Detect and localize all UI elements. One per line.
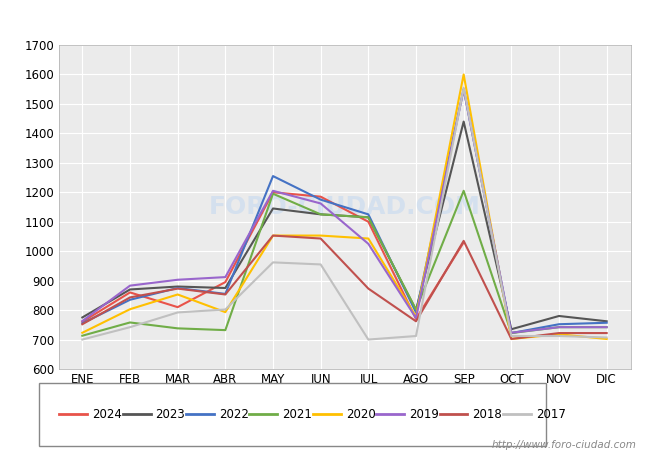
Text: Afiliados en Roa a 30/9/2024: Afiliados en Roa a 30/9/2024 [196,9,454,27]
Text: 2023: 2023 [155,408,185,420]
Text: FORO-CIUDAD.COM: FORO-CIUDAD.COM [209,195,480,219]
Text: 2022: 2022 [219,408,249,420]
Text: 2021: 2021 [282,408,312,420]
FancyBboxPatch shape [39,382,546,446]
Text: http://www.foro-ciudad.com: http://www.foro-ciudad.com [492,440,637,450]
Text: 2018: 2018 [473,408,502,420]
Text: 2019: 2019 [409,408,439,420]
Text: 2020: 2020 [346,408,376,420]
Text: 2017: 2017 [536,408,566,420]
Text: 2024: 2024 [92,408,122,420]
